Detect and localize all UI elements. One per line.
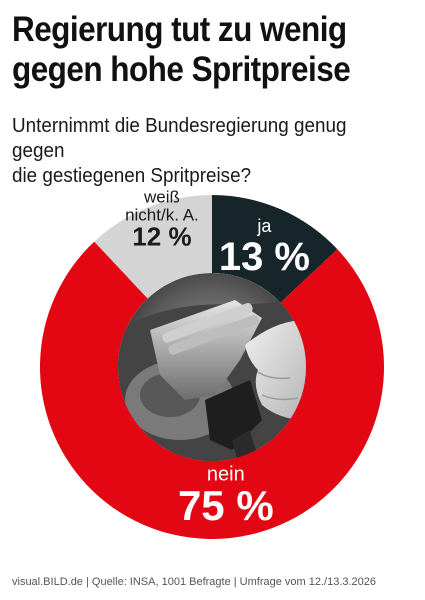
source-footer: visual.BILD.de | Quelle: INSA, 1001 Befr… bbox=[12, 576, 377, 588]
headline-line-1: Regierung tut zu wenig bbox=[12, 10, 347, 49]
slice-label-2-line-0: weiß bbox=[143, 188, 180, 207]
slice-value-2: 12 % bbox=[132, 221, 191, 251]
slice-label-1-line-0: nein bbox=[207, 463, 245, 485]
fuel-nozzle-photo bbox=[118, 273, 306, 461]
pie-slice-1 bbox=[40, 241, 385, 539]
slice-value-1: 75 % bbox=[178, 482, 274, 529]
pie-slice-2 bbox=[94, 195, 212, 299]
headline: Regierung tut zu wenig gegen hohe Spritp… bbox=[12, 10, 376, 90]
slice-value-0: 13 % bbox=[219, 235, 310, 279]
pie-slice-0 bbox=[212, 195, 338, 303]
question-line-1: Unternimmt die Bundesregierung genug geg… bbox=[12, 114, 347, 162]
headline-line-2: gegen hohe Spritpreise bbox=[12, 50, 351, 89]
survey-question: Unternimmt die Bundesregierung genug geg… bbox=[12, 113, 384, 188]
question-line-2: die gestiegenen Spritpreise? bbox=[12, 164, 252, 187]
slice-label-2-line-1: nicht/k. A. bbox=[125, 206, 199, 225]
slice-label-0-line-0: ja bbox=[256, 216, 272, 236]
